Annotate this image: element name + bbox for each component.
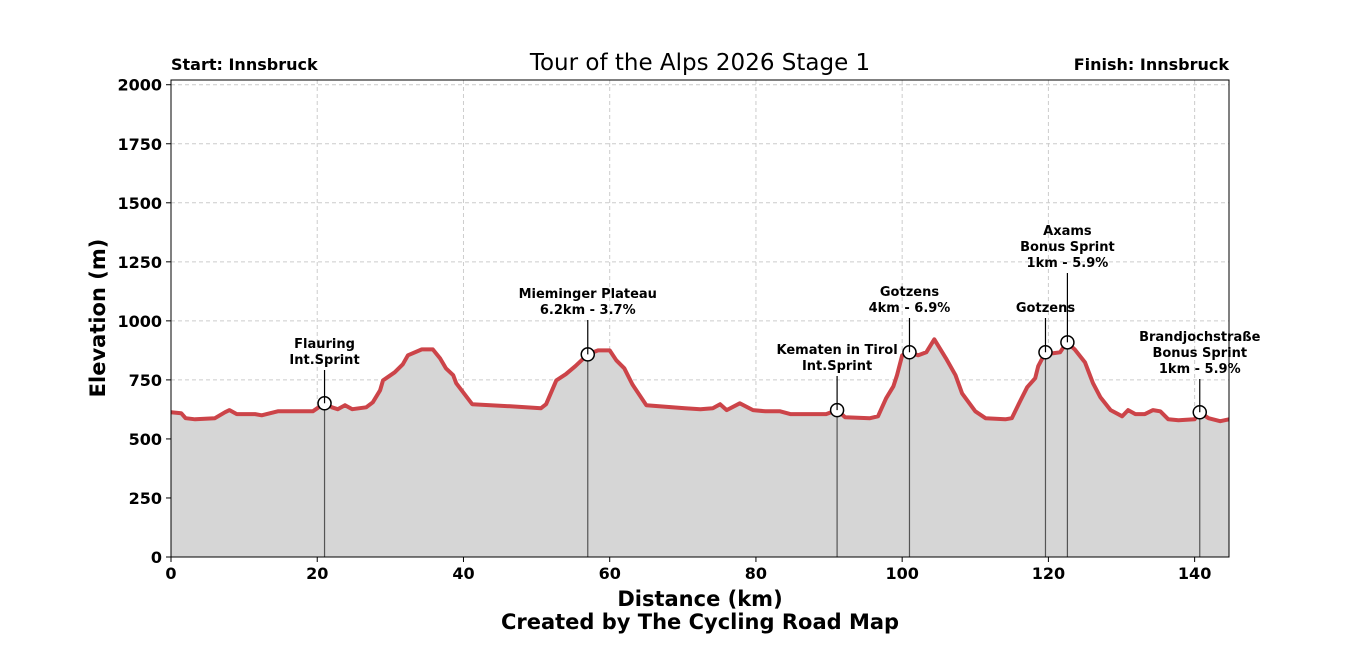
x-tick-label: 120 [1032, 564, 1065, 583]
x-tick-label: 100 [885, 564, 918, 583]
annotation-label: 6.2km - 3.7% [540, 303, 636, 318]
annotation-label: Gotzens [1016, 301, 1075, 316]
y-tick-label: 2000 [117, 76, 162, 95]
profile-area [171, 339, 1229, 557]
marker-stems [323, 342, 1201, 557]
y-tick-label: 1250 [117, 253, 162, 272]
annotation-label: Int.Sprint [289, 353, 359, 368]
y-tick-label: 1750 [117, 135, 162, 154]
finish-label: Finish: Innsbruck [1074, 55, 1230, 74]
x-tick-label: 0 [165, 564, 176, 583]
y-tick-label: 0 [151, 548, 162, 567]
axis-ticks: 0 20 40 60 80 100 120 140 0 250 500 750 1000 1250 1500… [117, 76, 1211, 583]
annotation-label: Kematen in Tirol [777, 343, 898, 358]
x-tick-label: 140 [1178, 564, 1211, 583]
x-tick-label: 80 [745, 564, 767, 583]
annotation-label: Flauring [294, 337, 355, 352]
annotation-label: Mieminger Plateau [519, 287, 657, 302]
annotation-label: 1km - 5.9% [1027, 256, 1109, 271]
annotation-label: Gotzens [880, 285, 939, 300]
y-tick-label: 250 [129, 489, 162, 508]
y-tick-label: 500 [129, 430, 162, 449]
y-tick-label: 1000 [117, 312, 162, 331]
x-tick-label: 40 [452, 564, 474, 583]
x-axis-label: Distance (km) [617, 587, 782, 611]
annotation-label: 4km - 6.9% [869, 301, 951, 316]
x-tick-label: 20 [306, 564, 328, 583]
annotation-label: 1km - 5.9% [1159, 362, 1241, 377]
profile-line [170, 337, 1230, 424]
annotation-label: Int.Sprint [802, 359, 872, 374]
annotation-label: Brandjochstraße [1139, 330, 1260, 345]
annotation-label: Bonus Sprint [1152, 346, 1247, 361]
annotation-label: Axams [1043, 224, 1092, 239]
plot-frame [170, 79, 1230, 558]
chart-title: Tour of the Alps 2026 Stage 1 [529, 50, 870, 76]
caption: Created by The Cycling Road Map [501, 610, 899, 634]
y-tick-label: 1500 [117, 194, 162, 213]
start-label: Start: Innsbruck [171, 55, 318, 74]
x-tick-label: 60 [599, 564, 621, 583]
y-axis-label: Elevation (m) [86, 239, 110, 398]
annotation-label: Bonus Sprint [1020, 240, 1115, 255]
y-tick-label: 750 [129, 371, 162, 390]
